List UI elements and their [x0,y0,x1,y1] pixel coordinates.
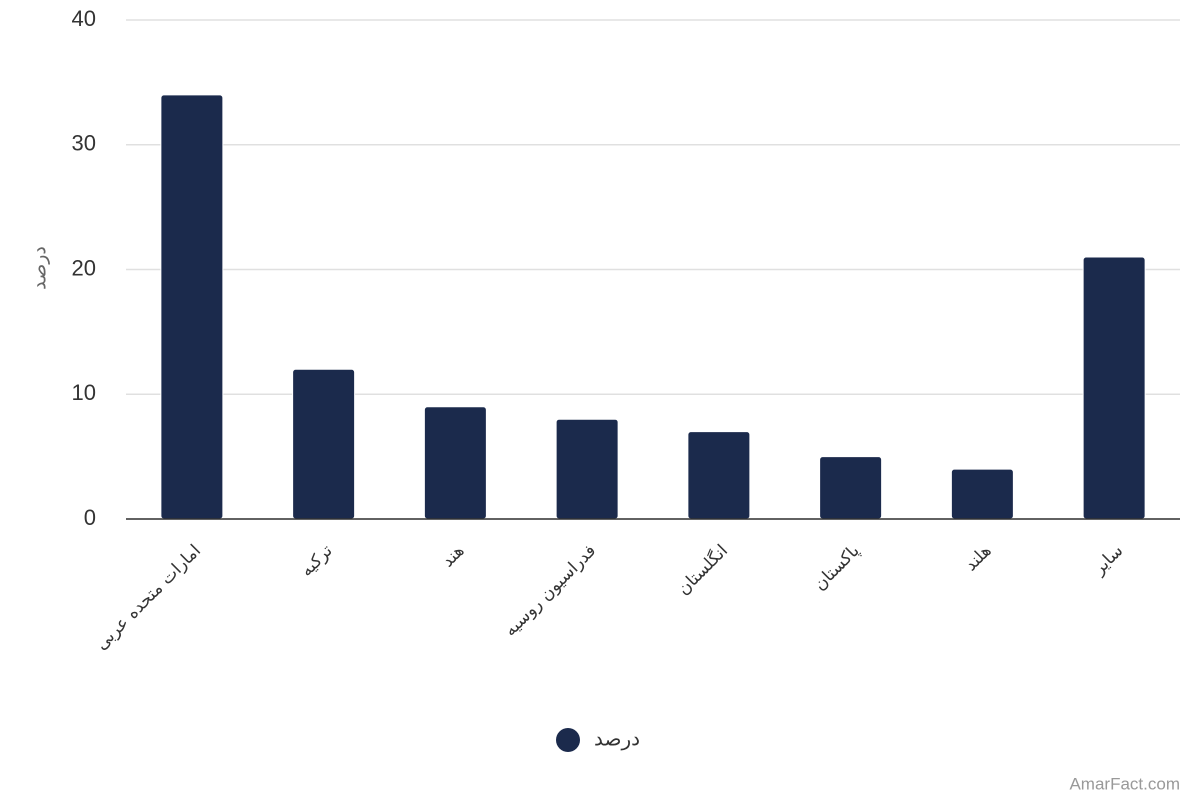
x-tick-label: ترکیه [297,541,337,581]
y-axis-title: درصد [29,246,51,290]
x-tick-label: سایر [1089,541,1128,580]
legend-marker[interactable] [556,728,580,752]
x-tick-label: انگلستان [673,540,732,599]
bar [819,456,883,520]
y-tick-label: 10 [72,380,96,405]
x-tick-label: پاکستان [810,541,864,595]
bar [555,418,619,520]
bar [687,431,751,520]
bar [423,406,487,520]
x-tick-label: هلند [961,541,995,575]
y-tick-label: 40 [72,6,96,31]
credit[interactable]: AmarFact.com [1069,774,1180,793]
bar [292,368,356,520]
y-tick-label: 0 [84,505,96,530]
bar [1082,256,1146,520]
y-tick-label: 20 [72,255,96,280]
legend-label[interactable]: درصد [594,727,640,751]
x-tick-label: هند [438,541,468,571]
y-tick-label: 30 [72,131,96,156]
x-tick-label: امارات متحده عربی [92,541,205,654]
bar [160,94,224,520]
bar [950,468,1014,520]
x-tick-label: فدراسیون روسیه [501,541,601,641]
